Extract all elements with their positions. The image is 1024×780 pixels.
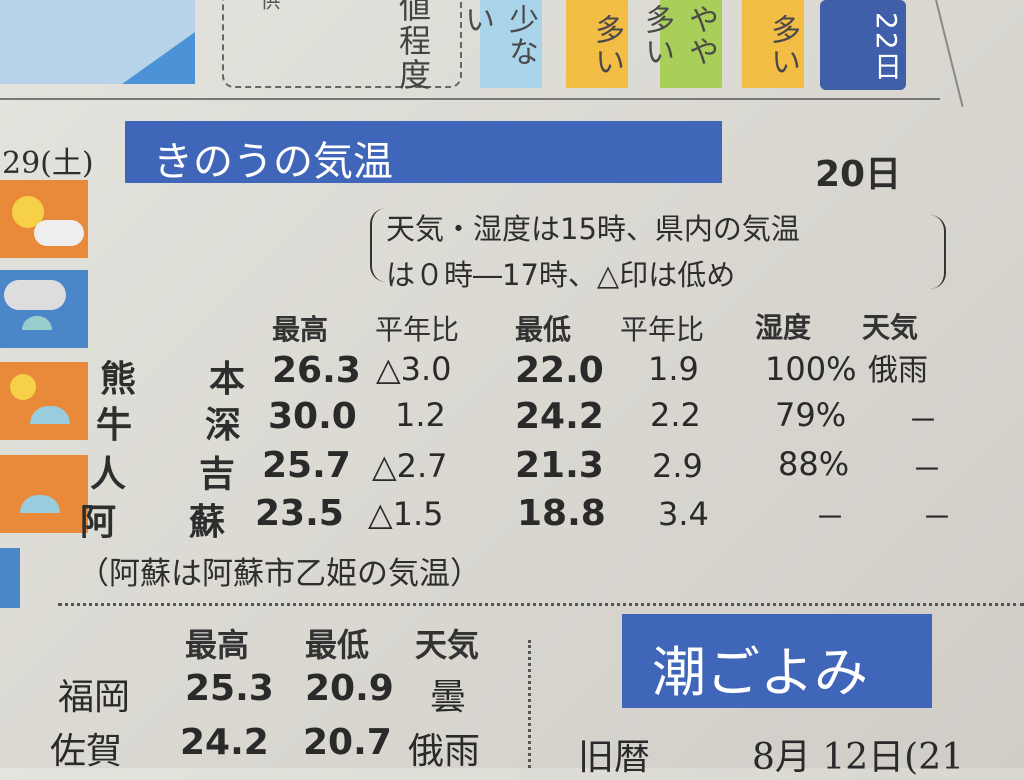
cloud-rain-icon	[0, 270, 88, 348]
min-diff: 1.9	[648, 350, 699, 388]
header-min-diff: 平年比	[620, 313, 705, 346]
weather: －	[908, 404, 938, 439]
report-date: 20日	[815, 154, 902, 195]
divider	[0, 98, 940, 100]
note-paren-right	[930, 215, 946, 289]
max-diff: △3.0	[376, 350, 452, 388]
min-temp: 20.9	[305, 668, 394, 709]
max-temp: 26.3	[272, 350, 361, 391]
section-title: きのうの気温	[153, 139, 393, 185]
header-humidity: 湿度	[755, 311, 812, 344]
note-paren-left	[370, 208, 386, 282]
max-temp: 25.3	[185, 668, 274, 709]
other-header-min: 最低	[305, 626, 370, 664]
weather: 曇	[430, 677, 467, 718]
min-diff: 2.9	[652, 447, 703, 485]
other-header-weather: 天気	[415, 626, 480, 664]
side-date: 29(土)	[2, 146, 94, 181]
city-name: 福岡	[58, 677, 131, 718]
humidity: 88%	[778, 445, 850, 483]
badge-many: 多い	[566, 0, 628, 88]
weather: 俄雨	[408, 731, 481, 772]
tide-title: 潮ごよみ	[652, 641, 868, 704]
city-name: 熊本	[100, 359, 245, 400]
badge-date-22: 22日	[820, 0, 906, 90]
max-temp: 25.7	[262, 445, 351, 486]
max-temp: 24.2	[180, 722, 269, 763]
city-name: 阿蘇	[80, 502, 225, 543]
weather: －	[922, 501, 952, 536]
max-diff: △1.5	[368, 495, 444, 533]
header-min: 最低	[515, 313, 572, 346]
dotted-divider	[58, 603, 1024, 606]
humidity: 79%	[775, 396, 847, 434]
city-name: 佐賀	[50, 731, 123, 772]
note-line-2: は０時―17時、△印は低め	[386, 258, 736, 292]
cloud-icon	[0, 548, 20, 608]
dotted-column-divider	[528, 640, 531, 768]
min-temp: 18.8	[517, 493, 606, 534]
header-weather: 天気	[862, 311, 919, 344]
badge-few: 少ない	[459, 0, 542, 88]
min-temp: 20.7	[303, 722, 392, 763]
min-diff: 3.4	[658, 495, 709, 533]
min-temp: 24.2	[515, 396, 604, 437]
min-diff: 2.2	[650, 396, 701, 434]
dashed-box-text-right: 値程度	[394, 0, 432, 92]
dashed-box-text-left: 供	[257, 0, 281, 12]
other-header-max: 最高	[185, 626, 250, 664]
tide-value: 8月 12日(21	[752, 737, 965, 778]
humidity: 100%	[765, 350, 857, 388]
max-temp: 23.5	[255, 493, 344, 534]
sun-cloud-icon	[0, 180, 88, 258]
sun-rain-icon	[0, 455, 88, 533]
blue-triangle	[122, 32, 195, 84]
badge-many-2: 多い	[742, 0, 804, 88]
weather: 俄雨	[868, 353, 928, 388]
header-max: 最高	[272, 313, 329, 346]
tide-title-bar: 潮ごよみ	[622, 614, 932, 708]
sun-rain-icon	[0, 362, 88, 440]
min-temp: 22.0	[515, 350, 604, 391]
max-diff: △2.7	[372, 447, 448, 485]
weather: －	[912, 453, 942, 488]
header-max-diff: 平年比	[375, 313, 460, 346]
max-diff: 1.2	[395, 396, 446, 434]
dashed-box	[222, 0, 462, 88]
column-rule	[935, 0, 964, 107]
max-temp: 30.0	[268, 396, 357, 437]
footnote: （阿蘇は阿蘇市乙姫の気温）	[78, 556, 481, 592]
city-name: 人吉	[90, 454, 235, 495]
min-temp: 21.3	[515, 445, 604, 486]
note-line-1: 天気・湿度は15時、県内の気温	[386, 212, 800, 246]
badge-somewhat-many: やや多い	[639, 0, 722, 88]
tide-label: 旧暦	[578, 737, 651, 778]
humidity: －	[815, 501, 845, 536]
city-name: 牛深	[96, 405, 241, 446]
section-title-bar: きのうの気温	[125, 121, 722, 185]
